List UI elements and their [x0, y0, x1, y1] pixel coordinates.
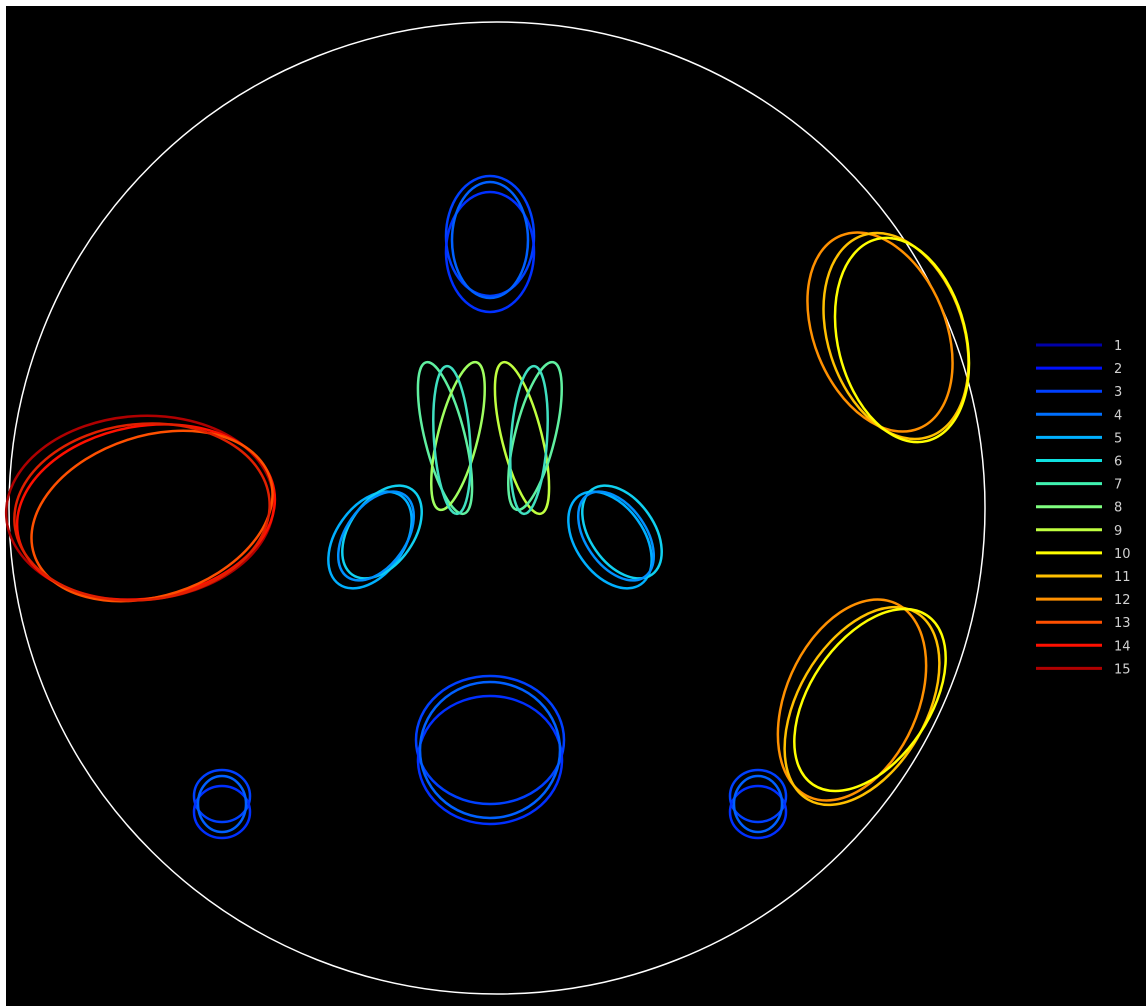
legend-label-14: 14 [1114, 639, 1131, 654]
left-red-contour-d [13, 422, 271, 602]
left-red-contour-c [30, 429, 274, 603]
top-contour-c [450, 180, 530, 300]
legend-label-8: 8 [1114, 501, 1122, 516]
mid-left-contour-c [336, 490, 416, 582]
bottom-contour-b [416, 694, 564, 826]
small-left-contour-c [196, 774, 248, 834]
phantom-boundary-circle [8, 21, 986, 995]
mid-right-contour-c [576, 490, 656, 582]
legend-label-2: 2 [1114, 362, 1122, 377]
mid-right-contour-b [581, 484, 663, 580]
center-right-lobe-a [493, 360, 551, 516]
bottom-contour-a [414, 674, 566, 806]
small-right-contour-b [728, 784, 788, 840]
center-right-lobe-c [509, 364, 549, 516]
small-left-contour-a [192, 768, 252, 824]
small-right-contour-a [728, 768, 788, 824]
center-left-lobe-a [416, 360, 474, 516]
bottom-contour-c [418, 680, 562, 820]
left-red-contour-b [15, 423, 277, 601]
right-upper-contour-c [833, 236, 971, 444]
legend-label-15: 15 [1114, 662, 1131, 677]
legend-label-4: 4 [1114, 408, 1122, 423]
mid-left-contour-a [327, 490, 413, 590]
small-right-contour-c [732, 774, 784, 834]
legend-label-7: 7 [1114, 478, 1122, 493]
legend-label-1: 1 [1114, 339, 1122, 354]
center-right-lobe-b [507, 360, 563, 512]
small-left-contour-b [192, 784, 252, 840]
legend-label-9: 9 [1114, 524, 1122, 539]
legend-label-5: 5 [1114, 431, 1122, 446]
center-left-lobe-b [430, 360, 486, 512]
legend-label-10: 10 [1114, 547, 1131, 562]
legend-label-13: 13 [1114, 616, 1131, 631]
right-upper-contour-b [822, 231, 970, 441]
left-white-strip [0, 0, 6, 1006]
center-left-lobe-c [432, 364, 472, 516]
legend-label-12: 12 [1114, 593, 1131, 608]
top-contour-a [444, 174, 536, 298]
top-contour-b [444, 190, 536, 314]
legend-label-11: 11 [1114, 570, 1131, 585]
right-lower-contour-c [793, 607, 947, 793]
mid-right-contour-a [567, 490, 653, 590]
legend-label-6: 6 [1114, 455, 1122, 470]
legend-label-3: 3 [1114, 385, 1122, 400]
top-white-strip [0, 0, 1146, 6]
contour-group [4, 174, 971, 840]
right-upper-contour-a [806, 231, 954, 433]
right-lower-contour-a [776, 598, 928, 802]
